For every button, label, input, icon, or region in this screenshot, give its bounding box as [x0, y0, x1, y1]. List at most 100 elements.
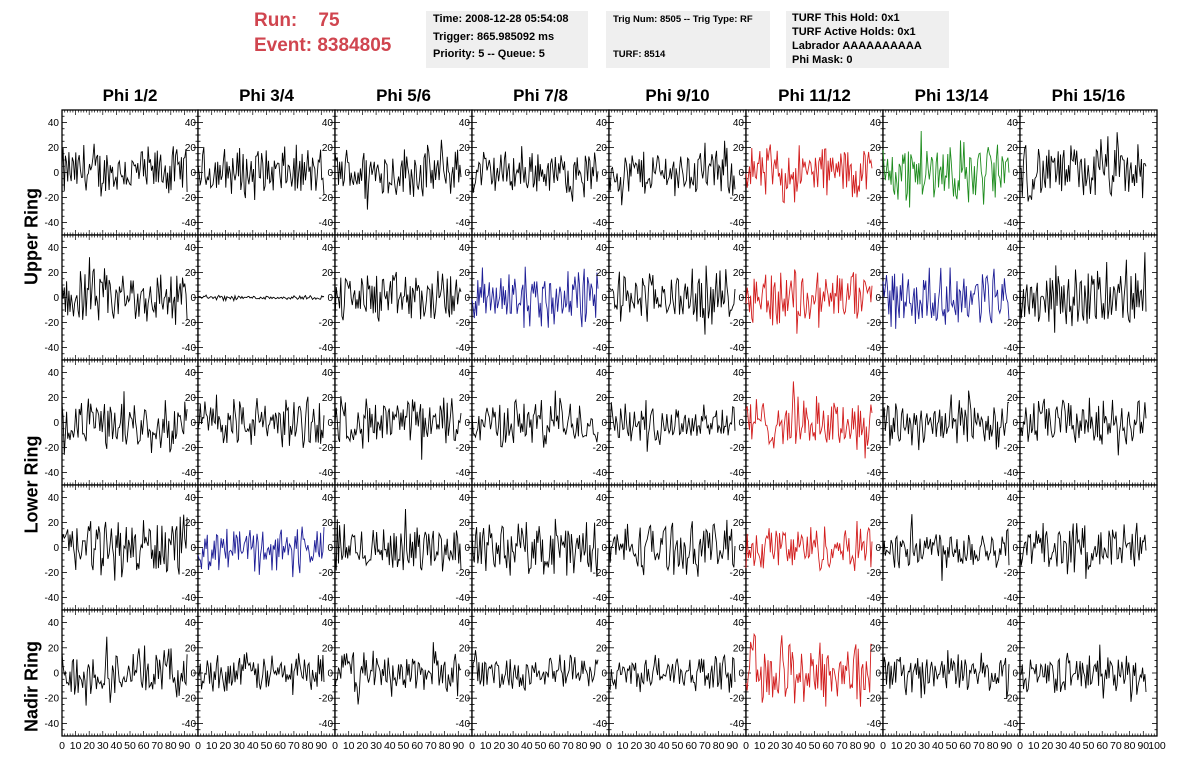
time-trigger-info-box: Time: 2008-12-28 05:54:08 Trigger: 865.9…	[426, 11, 588, 68]
waveform-trace	[197, 144, 325, 201]
y-tick-label: -20	[593, 318, 608, 329]
col-header-8: Phi 15/16	[1051, 86, 1126, 105]
y-tick-label: -20	[45, 318, 60, 329]
y-tick-label: 20	[596, 143, 608, 154]
waveform-trace	[61, 143, 188, 197]
y-tick-label: -20	[593, 443, 608, 454]
waveform-trace	[61, 391, 188, 455]
waveform-trace	[1019, 522, 1147, 579]
y-tick-label: 20	[870, 268, 882, 279]
y-tick-label: 0	[190, 293, 196, 304]
waveform-trace	[197, 394, 325, 448]
y-tick-label: -20	[867, 568, 882, 579]
y-tick-label: -20	[456, 568, 471, 579]
y-tick-label: -40	[182, 218, 197, 229]
priority-text: Priority: 5 -- Queue: 5	[433, 48, 545, 60]
waveform-panel: -40 -20 0 20 40	[730, 359, 884, 486]
y-tick-label: 20	[459, 268, 471, 279]
y-tick-label: 40	[322, 368, 334, 379]
col-header-7: Phi 13/14	[914, 86, 989, 105]
y-tick-label: 40	[185, 243, 197, 254]
y-tick-label: -20	[45, 443, 60, 454]
y-tick-label: 0	[327, 543, 333, 554]
col-header-1: Phi 1/2	[102, 86, 158, 105]
y-tick-label: -20	[730, 568, 745, 579]
y-tick-label: 40	[596, 493, 608, 504]
y-tick-label: 0	[875, 168, 881, 179]
waveform-trace	[334, 508, 462, 572]
y-tick-label: -40	[45, 468, 60, 479]
y-tick-label: 20	[1007, 268, 1019, 279]
y-tick-label: 40	[185, 118, 197, 129]
y-tick-label: 40	[870, 493, 882, 504]
waveform-panel: -40 -20 0 20 40	[730, 484, 884, 611]
y-tick-label: 40	[733, 368, 745, 379]
waveform-trace	[882, 390, 1009, 451]
waveform-panel: -40 -20 0 20 40	[456, 484, 610, 611]
y-tick-label: 40	[733, 243, 745, 254]
y-tick-label: -20	[182, 568, 197, 579]
labrador-text: Labrador AAAAAAAAAA	[792, 40, 922, 52]
y-tick-label: 20	[185, 393, 197, 404]
y-tick-label: -40	[456, 343, 471, 354]
waveform-panel: -40 -20 0 20 40	[730, 109, 884, 236]
y-tick-label: 20	[596, 268, 608, 279]
y-tick-label: 40	[596, 368, 608, 379]
y-tick-label: 40	[1007, 118, 1019, 129]
waveform-panel: -40 -20 0 20 40	[45, 234, 199, 361]
waveform-panel: -40 -20 0 20 40	[45, 109, 199, 236]
y-tick-label: 40	[596, 118, 608, 129]
waveform-panel: -40 -20 0 20 40	[319, 359, 473, 486]
waveform-panel: -40 -20 0 20 40	[593, 484, 747, 611]
panel-frame	[608, 234, 747, 361]
y-tick-label: -40	[319, 468, 334, 479]
turf-active-holds-text: TURF Active Holds: 0x1	[792, 26, 916, 38]
y-tick-label: -40	[730, 593, 745, 604]
y-tick-label: -40	[45, 719, 60, 730]
trig-num-text: Trig Num: 8505 -- Trig Type: RF	[613, 14, 753, 25]
waveform-panel: -40 -20 0 20 40	[1004, 109, 1158, 236]
col-header-6: Phi 11/12	[778, 86, 851, 105]
y-tick-label: 20	[1007, 143, 1019, 154]
waveform-trace	[745, 381, 873, 459]
y-tick-label: -20	[593, 193, 608, 204]
y-tick-label: -20	[182, 443, 197, 454]
y-tick-label: -20	[730, 443, 745, 454]
col-header-2: Phi 3/4	[239, 86, 294, 105]
waveform-panel: -40 -20 0 20 40	[182, 109, 336, 236]
y-tick-label: -40	[593, 593, 608, 604]
event-label: Event:	[254, 35, 313, 56]
y-tick-label: 40	[596, 243, 608, 254]
y-tick-label: 0	[464, 168, 470, 179]
y-tick-label: 0	[327, 418, 333, 429]
y-tick-label: 20	[870, 393, 882, 404]
y-tick-label: 0	[601, 168, 607, 179]
y-tick-label: 0	[53, 293, 59, 304]
y-tick-label: -20	[730, 318, 745, 329]
y-tick-label: -20	[45, 193, 60, 204]
panel-frame	[1019, 484, 1158, 611]
y-tick-label: -40	[867, 593, 882, 604]
y-tick-label: 0	[1012, 293, 1018, 304]
waveform-panel: -40 -20 0 20 40	[319, 234, 473, 361]
waveform-panel: -40 -20 0 20 40	[45, 484, 199, 611]
y-tick-label: 40	[185, 368, 197, 379]
y-tick-label: -20	[319, 568, 334, 579]
y-tick-label: 40	[185, 493, 197, 504]
waveform-trace	[334, 396, 462, 460]
y-tick-label: 40	[1007, 243, 1019, 254]
waveform-trace	[1019, 252, 1147, 333]
waveform-panel: -40 -20 0 20 40	[182, 359, 336, 486]
y-tick-label: 20	[1007, 393, 1019, 404]
y-tick-label: -20	[456, 443, 471, 454]
y-tick-label: -20	[319, 318, 334, 329]
waveform-panel: -40 -20 0 20 40	[730, 234, 884, 361]
y-tick-label: 20	[48, 518, 60, 529]
y-tick-label: 40	[48, 368, 60, 379]
waveform-trace	[471, 390, 599, 448]
y-tick-label: -20	[182, 193, 197, 204]
y-tick-label: -20	[867, 443, 882, 454]
y-tick-label: 0	[875, 543, 881, 554]
y-tick-label: -20	[1004, 443, 1019, 454]
